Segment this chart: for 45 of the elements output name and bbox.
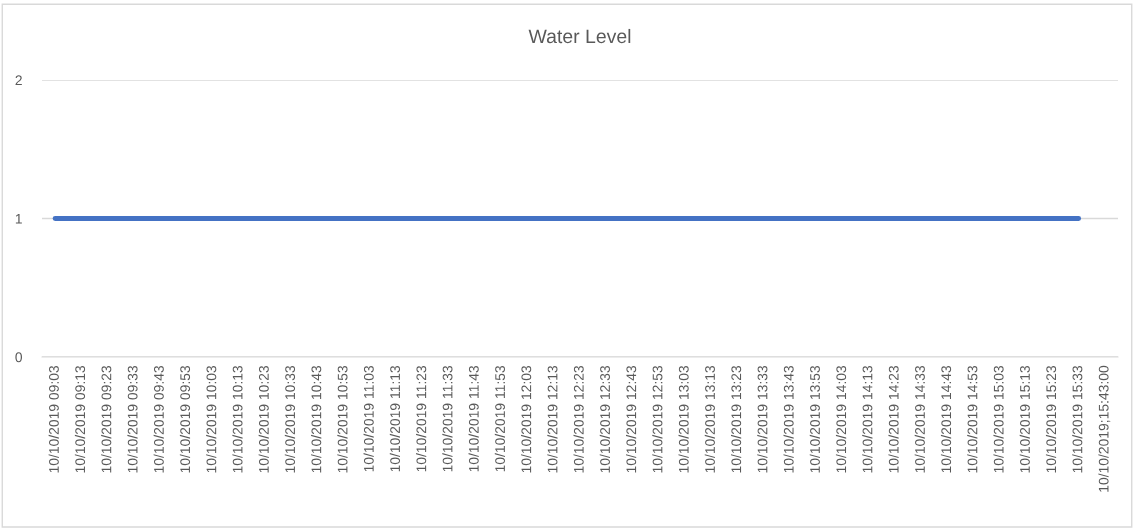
x-tick-label: 10/10/2019 12:53 (652, 365, 663, 473)
x-tick-label: 10/10/2019 09:43 (153, 365, 164, 473)
x-tick-label: 10/10/2019 12:23 (573, 365, 584, 473)
x-tick-label: 10/10/2019 11:43 (468, 365, 479, 472)
x-tick-label: 10/10/2019 14:23 (888, 365, 899, 473)
x-tick-label: 10/10/2019 14:13 (862, 365, 873, 473)
x-tick-label: 10/10/2019 14:33 (914, 365, 925, 473)
x-tick-label: 10/10/2019 11:03 (363, 365, 374, 472)
x-tick-label: 10/10/2019 09:13 (74, 365, 86, 473)
x-tick-label: 10/10/2019 15:23 (1045, 365, 1057, 473)
x-tick-label: 10/10/2019 10:53 (337, 365, 348, 473)
x-tick-label: 10/10/2019 10:23 (258, 365, 269, 473)
x-tick-label: 10/10/2019 12:03 (521, 365, 532, 473)
x-tick-label: 10/10/2019;15:43:00 (1098, 365, 1111, 492)
x-tick-label: 10/10/2019 13:13 (704, 365, 715, 473)
x-tick-label: 10/10/2019 13:23 (730, 365, 742, 473)
x-tick-label: 10/10/2019 12:33 (599, 365, 610, 473)
x-tick-label: 10/10/2019 09:23 (101, 365, 112, 473)
x-tick-label: 10/10/2019 09:03 (48, 365, 59, 473)
x-tick-label: 10/10/2019 10:13 (232, 365, 243, 473)
y-tick-label: 2 (15, 75, 22, 86)
x-tick-label: 10/10/2019 11:13 (389, 365, 401, 472)
x-tick-label: 10/10/2019 14:53 (967, 365, 978, 473)
x-tick-label: 10/10/2019 13:03 (678, 365, 689, 473)
x-tick-label: 10/10/2019 14:03 (835, 365, 847, 473)
x-tick-label: 10/10/2019 15:03 (993, 365, 1004, 473)
x-tick-label: 10/10/2019 13:53 (809, 365, 820, 473)
x-tick-label: 10/10/2019 10:03 (206, 365, 217, 473)
x-tick-label: 10/10/2019 14:43 (940, 365, 952, 473)
x-tick-label: 10/10/2019 11:23 (416, 365, 427, 472)
chart-title: Water Level (528, 28, 631, 44)
y-tick-label: 1 (15, 213, 22, 224)
x-tick-label: 10/10/2019 11:33 (442, 365, 453, 472)
x-tick-label: 10/10/2019 13:43 (783, 365, 794, 473)
x-tick-label: 10/10/2019 12:13 (547, 365, 558, 473)
x-tick-label: 10/10/2019 09:33 (127, 365, 138, 473)
x-tick-label: 10/10/2019 09:53 (179, 365, 191, 473)
x-tick-label: 10/10/2019 15:33 (1072, 365, 1083, 473)
x-tick-label: 10/10/2019 12:43 (626, 365, 637, 473)
x-tick-label: 10/10/2019 13:33 (757, 365, 768, 473)
x-tick-label: 10/10/2019 11:53 (494, 365, 505, 472)
x-tick-label: 10/10/2019 15:13 (1019, 365, 1030, 473)
y-tick-label: 0 (15, 352, 23, 363)
x-tick-label: 10/10/2019 10:43 (311, 365, 322, 473)
x-tick-label: 10/10/2019 10:33 (284, 365, 296, 473)
